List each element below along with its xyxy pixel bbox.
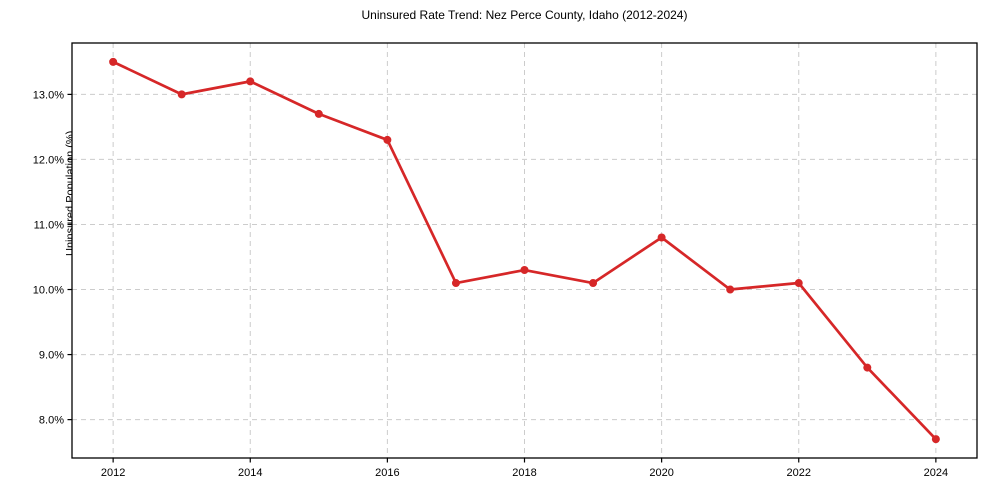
data-point-2018 [520,266,529,275]
x-tick-label: 2014 [238,467,262,479]
y-tick-label: 11.0% [34,219,65,231]
x-tick-label: 2018 [512,467,536,479]
data-point-2012 [109,57,118,66]
x-tick-label: 2022 [787,467,811,479]
chart-title: Uninsured Rate Trend: Nez Perce County, … [361,8,688,22]
data-point-2014 [246,77,255,86]
y-tick-label: 9.0% [39,350,64,362]
x-tick-label: 2020 [649,467,673,479]
x-tick-label: 2024 [924,467,948,479]
data-point-2022 [794,279,803,288]
data-point-2023 [863,363,872,372]
data-point-2017 [451,279,460,288]
y-tick-label: 10.0% [33,285,64,297]
data-point-2020 [657,233,666,242]
data-point-2015 [314,109,323,118]
data-point-2021 [726,285,735,294]
y-tick-label: 12.0% [33,154,64,166]
y-tick-label: 13.0% [33,89,64,101]
y-tick-label: 8.0% [39,415,64,427]
data-point-2024 [931,435,940,444]
x-tick-label: 2012 [101,467,125,479]
x-tick-label: 2016 [375,467,399,479]
data-point-2013 [177,90,186,99]
data-point-2016 [383,135,392,144]
data-point-2019 [589,279,598,288]
